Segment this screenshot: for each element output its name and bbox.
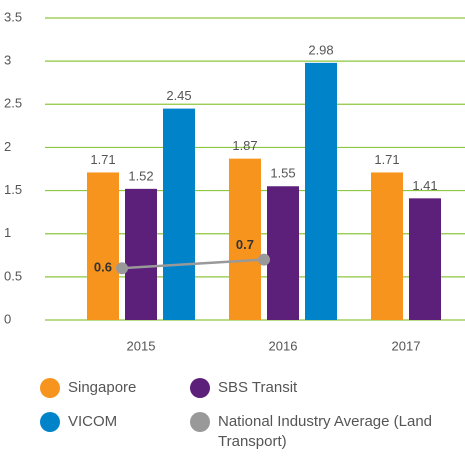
y-tick-label: 0.5 xyxy=(4,268,22,283)
value-label: 1.41 xyxy=(412,178,437,193)
bar xyxy=(87,172,119,320)
x-tick-label: 2015 xyxy=(127,338,156,353)
y-tick-label: 1.5 xyxy=(4,182,22,197)
value-label: 2.98 xyxy=(308,42,333,57)
legend-item: VICOM xyxy=(40,412,190,452)
line-point xyxy=(116,262,128,275)
y-tick-label: 3 xyxy=(4,53,11,68)
x-tick-label: 2017 xyxy=(392,338,421,353)
x-tick-label: 2016 xyxy=(269,338,298,353)
legend-label: National Industry Average (Land Transpor… xyxy=(218,413,433,450)
bar xyxy=(229,158,261,320)
line xyxy=(121,258,265,270)
bar xyxy=(409,198,441,320)
line-value-label: 0.7 xyxy=(236,237,254,252)
bar xyxy=(305,62,337,321)
bar xyxy=(267,186,299,320)
value-label: 2.45 xyxy=(166,88,191,103)
legend-item: SBS Transit xyxy=(190,378,460,398)
bar xyxy=(163,108,195,320)
y-tick-label: 2 xyxy=(4,139,11,154)
value-label: 1.55 xyxy=(270,166,295,181)
y-tick-label: 2.5 xyxy=(4,96,22,111)
legend-swatch xyxy=(40,378,60,398)
y-tick-label: 3.5 xyxy=(4,9,22,24)
legend-label: Singapore xyxy=(68,379,137,396)
legend: Singapore SBS Transit VICOM National Indust… xyxy=(40,378,460,452)
legend-swatch xyxy=(40,412,60,432)
legend-label: VICOM xyxy=(68,413,118,430)
y-tick-label: 1 xyxy=(4,225,11,240)
legend-swatch xyxy=(190,412,210,432)
legend-swatch xyxy=(190,378,210,398)
value-label: 1.87 xyxy=(232,138,257,153)
bar xyxy=(371,172,403,320)
y-tick-label: 0 xyxy=(4,311,11,326)
value-label: 1.71 xyxy=(374,152,399,167)
chart: 00.511.522.533.51.711.522.4520151.871.55… xyxy=(4,9,465,353)
line-value-label: 0.6 xyxy=(94,260,112,275)
legend-label: SBS Transit xyxy=(218,379,298,396)
bar xyxy=(125,188,157,320)
value-label: 1.71 xyxy=(90,152,115,167)
value-label: 1.52 xyxy=(128,168,153,183)
legend-item: National Industry Average (Land Transpor… xyxy=(190,412,460,452)
legend-item: Singapore xyxy=(40,378,190,398)
line-point xyxy=(258,253,270,266)
